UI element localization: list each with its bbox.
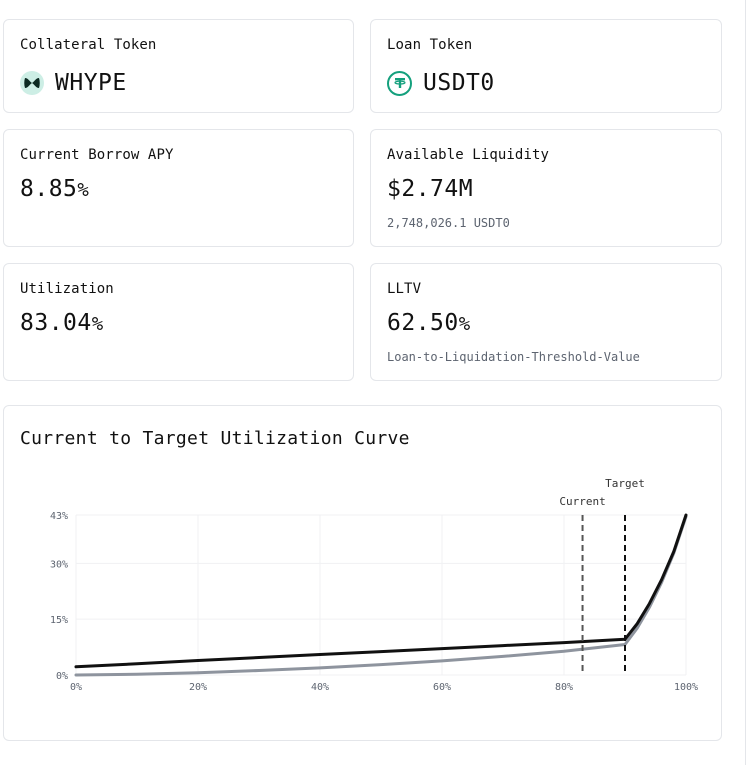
x-tick-label: 40% bbox=[311, 682, 329, 693]
loan-token[interactable]: USDT0 bbox=[387, 70, 495, 96]
utilization-curve-chart: 0% 20% 40% 60% 80% 100% 0% 15% 30% 43% CurrentTar… bbox=[50, 477, 698, 693]
utilization-value: 83.04% bbox=[20, 310, 104, 336]
lltv-label: LLTV bbox=[387, 281, 422, 297]
lltv-card: LLTV 62.50% Loan-to-Liquidation-Threshol… bbox=[370, 263, 722, 381]
borrow-apy-value: 8.85% bbox=[20, 176, 90, 202]
collateral-token-card: Collateral Token WHYPE bbox=[3, 19, 354, 113]
page-scrollbar[interactable] bbox=[745, 0, 746, 765]
available-liquidity-card: Available Liquidity $2.74M 2,748,026.1 U… bbox=[370, 129, 722, 247]
chart-title: Current to Target Utilization Curve bbox=[20, 428, 410, 449]
loan-token-name: USDT0 bbox=[423, 70, 495, 96]
x-tick-label: 80% bbox=[555, 682, 573, 693]
marker-label-current: Current bbox=[559, 495, 605, 508]
available-liquidity-sub: 2,748,026.1 USDT0 bbox=[387, 216, 510, 230]
collateral-token-label: Collateral Token bbox=[20, 37, 157, 53]
collateral-token[interactable]: WHYPE bbox=[20, 70, 127, 96]
x-tick-label: 60% bbox=[433, 682, 451, 693]
collateral-token-name: WHYPE bbox=[55, 70, 127, 96]
y-tick-label: 30% bbox=[50, 559, 68, 570]
series-line bbox=[74, 513, 688, 669]
lltv-sub: Loan-to-Liquidation-Threshold-Value bbox=[387, 350, 640, 364]
available-liquidity-value: $2.74M bbox=[387, 176, 474, 202]
y-tick-label: 15% bbox=[50, 615, 68, 626]
x-tick-label: 20% bbox=[189, 682, 207, 693]
y-tick-label: 43% bbox=[50, 511, 68, 522]
x-tick-label: 0% bbox=[70, 682, 82, 693]
whype-icon bbox=[20, 71, 44, 95]
usdt0-icon bbox=[387, 70, 412, 96]
utilization-curve-card: Current to Target Utilization Curve 0% 20… bbox=[3, 405, 722, 741]
borrow-apy-card: Current Borrow APY 8.85% bbox=[3, 129, 354, 247]
y-tick-label: 0% bbox=[56, 671, 68, 682]
lltv-value: 62.50% bbox=[387, 310, 471, 336]
utilization-label: Utilization bbox=[20, 281, 114, 297]
borrow-apy-label: Current Borrow APY bbox=[20, 147, 174, 163]
loan-token-card: Loan Token USDT0 bbox=[370, 19, 722, 113]
available-liquidity-label: Available Liquidity bbox=[387, 147, 550, 163]
marker-label-target: Target bbox=[605, 477, 645, 490]
utilization-card: Utilization 83.04% bbox=[3, 263, 354, 381]
x-tick-label: 100% bbox=[674, 682, 698, 693]
loan-token-label: Loan Token bbox=[387, 37, 473, 53]
